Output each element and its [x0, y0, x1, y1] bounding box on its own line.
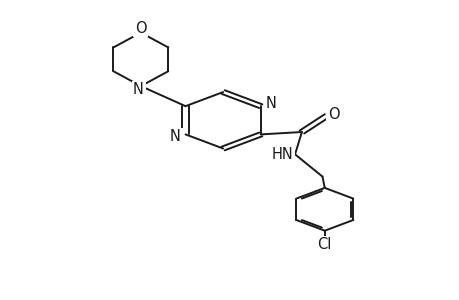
Text: Cl: Cl: [317, 238, 331, 253]
Text: HN: HN: [271, 147, 292, 162]
Text: N: N: [170, 129, 180, 144]
Text: N: N: [133, 82, 144, 98]
Text: O: O: [327, 107, 339, 122]
Text: N: N: [265, 96, 276, 111]
Text: O: O: [135, 21, 146, 36]
